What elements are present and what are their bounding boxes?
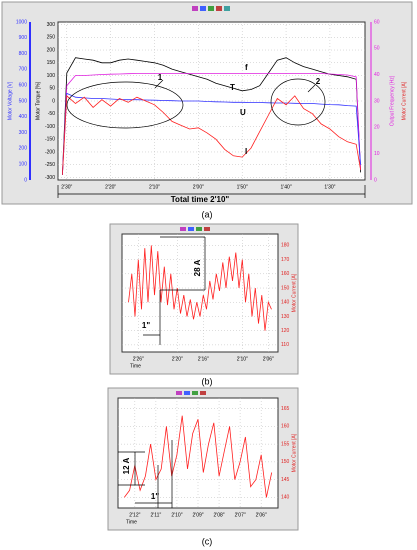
x-tick-label: 1'30" (324, 184, 335, 190)
series-label: f (245, 63, 248, 72)
y-tick-label: -50 (48, 111, 55, 117)
y3-tick-label: 100 (19, 162, 28, 168)
series-line (62, 73, 361, 175)
y-tick-label: -200 (45, 149, 55, 155)
annotation-mark (307, 84, 316, 93)
y2-tick-label: 20 (374, 125, 380, 131)
series-line (128, 245, 272, 331)
y-tick-label: 150 (47, 60, 56, 66)
y-tick-label: 300 (47, 22, 56, 28)
y4-axis-title: Motor Current [A] (401, 81, 407, 120)
y3-tick-label: 700 (19, 67, 28, 73)
y-tick-label: 130 (281, 314, 290, 320)
plot-area (121, 233, 279, 353)
caption: (c) (202, 536, 213, 546)
x-tick-label: 2'00" (193, 184, 204, 190)
x-tick-label: 2'10" (149, 184, 160, 190)
y3-tick-label: 800 (19, 51, 28, 57)
y-tick-label: -100 (45, 124, 55, 130)
y-tick-label: 155 (281, 441, 290, 447)
x-tick-label: 1'50" (237, 184, 248, 190)
x-tick-label: 2'20" (172, 356, 183, 362)
series-label: T (230, 83, 235, 92)
x-tick-label: 2'16" (198, 356, 209, 362)
x-tick-label: 2'11" (151, 512, 162, 518)
y3-tick-label: 300 (19, 130, 28, 136)
x-tick-label: 2'07" (235, 512, 246, 518)
annotation-mark (154, 79, 164, 89)
annotation: 28 A (193, 259, 202, 276)
y-tick-label: 100 (47, 73, 56, 79)
y3-tick-label: 900 (19, 35, 28, 41)
annotation: 1" (151, 492, 159, 501)
x-tick-label: 2'20" (105, 184, 116, 190)
toolbar (176, 6, 230, 395)
x-tick-label: 2'09" (192, 512, 203, 518)
y-tick-label: 170 (281, 257, 290, 263)
series-label: I (245, 147, 247, 156)
y-axis-title: Motor Torque [%] (35, 81, 41, 120)
caption: (b) (202, 376, 213, 386)
x-tick-label: 2'10" (237, 356, 248, 362)
annotation: 2 (316, 77, 321, 86)
series-label: U (240, 108, 246, 117)
x-tick-label: 2'10" (171, 512, 182, 518)
y3-tick-label: 200 (19, 146, 28, 152)
y-tick-label: 200 (47, 47, 56, 53)
series-line (62, 92, 361, 175)
x-tick-label: 2'06" (256, 512, 267, 518)
y2-tick-label: 40 (374, 72, 380, 78)
x-tick-label: 2'26" (133, 356, 144, 362)
y-tick-label: 180 (281, 243, 290, 249)
y-tick-label: 0 (52, 98, 55, 104)
series-line (123, 415, 273, 498)
y3-tick-label: 0 (24, 177, 27, 183)
x-axis-title: Time (126, 519, 137, 525)
y-tick-label: 150 (281, 285, 290, 291)
annotation: 12 A (122, 457, 131, 474)
y-tick-label: -250 (45, 162, 55, 168)
y-tick-label: 110 (281, 342, 289, 348)
y3-tick-label: 400 (19, 114, 28, 120)
y-tick-label: 50 (49, 86, 55, 92)
y-axis-title: Motor Current [A] (291, 433, 297, 472)
y2-tick-label: 0 (374, 177, 377, 183)
annotation-mark (270, 78, 326, 126)
x-tick-label: 2'30" (61, 184, 72, 190)
y2-tick-label: 60 (374, 19, 380, 25)
y-tick-label: 160 (281, 424, 290, 430)
x-tick-label: 2'12" (129, 512, 140, 518)
x-axis-title: Time (130, 363, 141, 369)
x-tick-label: 2'08" (214, 512, 225, 518)
y-tick-label: 145 (281, 477, 290, 483)
y-tick-label: 150 (281, 459, 290, 465)
y2-tick-label: 10 (374, 151, 380, 157)
y2-axis-title: Output Frequency [Hz] (389, 75, 395, 126)
y-tick-label: 250 (47, 35, 56, 41)
series-line (62, 57, 361, 175)
annotation: Total time 2'10" (171, 195, 230, 204)
y-tick-label: 120 (281, 328, 290, 334)
y-tick-label: -300 (45, 175, 55, 181)
annotation-mark (66, 81, 184, 129)
y-tick-label: 165 (281, 406, 290, 412)
y3-tick-label: 1000 (16, 19, 27, 25)
x-tick-label: 1'40" (281, 184, 292, 190)
y3-tick-label: 600 (19, 83, 28, 89)
y3-axis-title: Motor Voltage [V] (7, 81, 13, 120)
y-tick-label: -150 (45, 137, 55, 143)
y2-tick-label: 50 (374, 46, 380, 52)
y-tick-label: 140 (281, 300, 290, 306)
annotation: 1 (158, 73, 163, 82)
series-line (62, 95, 361, 175)
y2-tick-label: 30 (374, 98, 380, 104)
y-tick-label: 160 (281, 271, 290, 277)
annotation: 1" (142, 321, 150, 330)
y3-tick-label: 500 (19, 98, 28, 104)
caption: (a) (202, 209, 213, 219)
y-axis-title: Motor Current [A] (291, 273, 297, 312)
y-tick-label: 140 (281, 495, 290, 501)
x-tick-label: 2'06" (263, 356, 274, 362)
